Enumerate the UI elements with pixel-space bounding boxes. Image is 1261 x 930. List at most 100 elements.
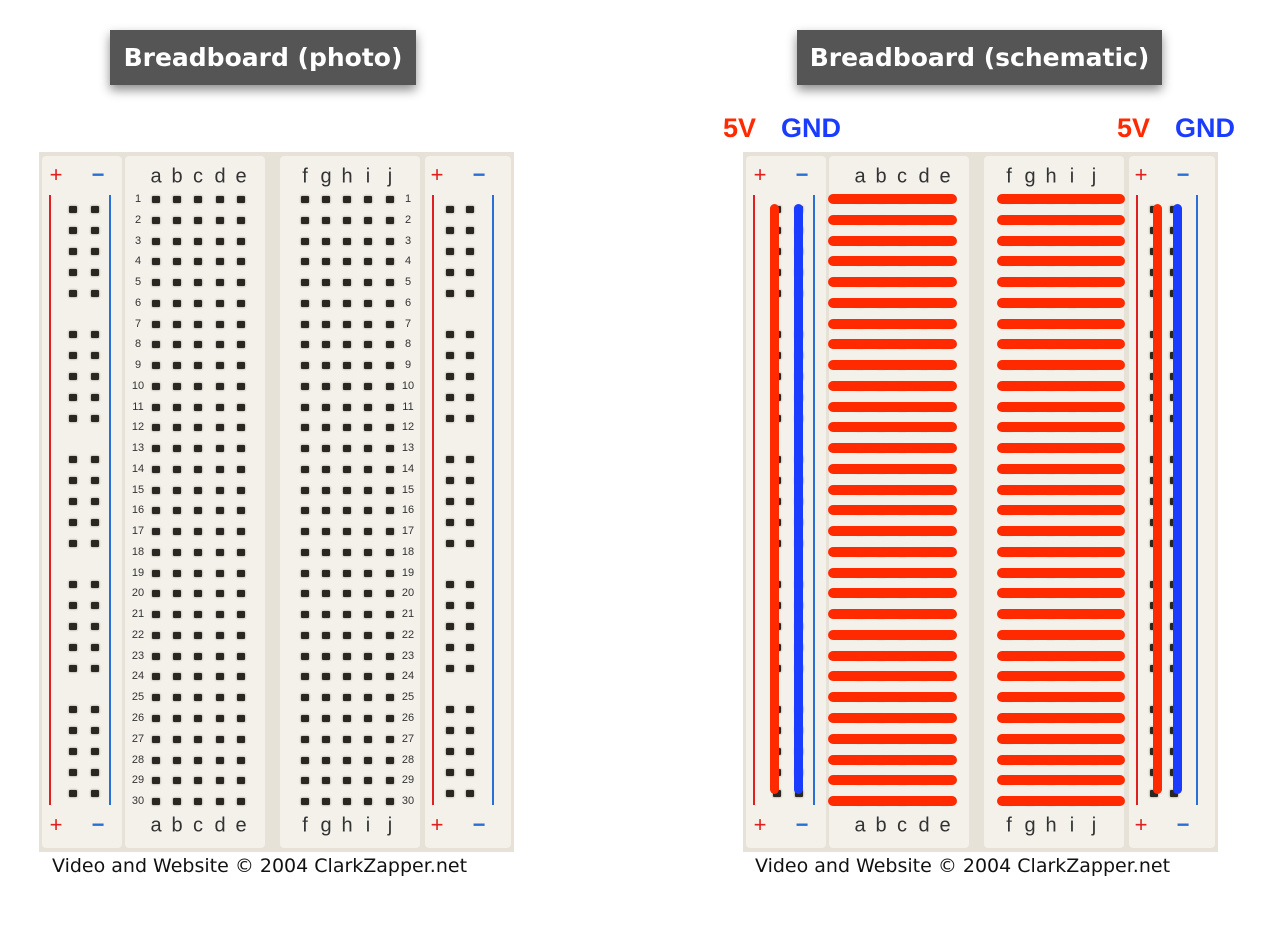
tie-point xyxy=(237,237,245,245)
tie-point xyxy=(386,777,394,785)
tie-point xyxy=(386,299,394,307)
column-label: h xyxy=(1045,165,1057,188)
tie-point xyxy=(173,569,181,577)
tie-point xyxy=(194,548,202,556)
rail-hole xyxy=(446,290,454,297)
tie-point xyxy=(322,735,330,743)
row-strip-left xyxy=(828,796,957,807)
row-strip-right xyxy=(997,235,1125,246)
tie-point xyxy=(173,715,181,722)
gnd-rail-strip xyxy=(1173,204,1182,794)
column-label: j xyxy=(387,814,393,837)
row-number: 28 xyxy=(401,753,415,766)
tie-point xyxy=(216,652,224,660)
tie-point xyxy=(216,486,224,494)
tie-point xyxy=(237,777,245,785)
tie-point xyxy=(152,320,160,328)
tie-point xyxy=(301,486,309,494)
row-strip-left xyxy=(828,671,957,682)
row-strip-right xyxy=(997,443,1125,454)
tie-point xyxy=(194,465,202,473)
row-strip-left xyxy=(828,422,957,433)
row-number: 4 xyxy=(134,255,142,268)
tie-point xyxy=(216,362,224,370)
row-strip-right xyxy=(997,754,1125,765)
rail-hole xyxy=(69,394,77,401)
tie-point xyxy=(173,465,181,473)
tie-point xyxy=(173,798,181,806)
rail-hole xyxy=(91,790,99,797)
rail-hole xyxy=(446,477,454,484)
tie-point xyxy=(322,445,330,453)
column-label: g xyxy=(320,814,332,837)
column-label: a xyxy=(150,814,162,837)
column-label: e xyxy=(235,814,247,837)
rail-hole xyxy=(446,706,454,713)
rail-hole xyxy=(466,477,474,484)
rail-hole xyxy=(69,769,77,776)
tie-point xyxy=(194,756,202,764)
tie-point xyxy=(343,382,351,390)
row-number: 12 xyxy=(131,421,145,434)
minus-sign: − xyxy=(472,812,486,837)
tie-point xyxy=(152,403,160,411)
tie-point xyxy=(322,382,330,390)
tie-point xyxy=(152,465,160,473)
row-number: 9 xyxy=(134,359,142,372)
tie-point xyxy=(322,216,330,224)
tie-point xyxy=(364,777,372,785)
tie-point xyxy=(301,673,309,681)
column-label: e xyxy=(939,814,951,837)
tie-point xyxy=(173,652,181,660)
tie-point xyxy=(301,279,309,287)
tie-point xyxy=(237,486,245,494)
column-label: e xyxy=(235,165,247,188)
row-number: 27 xyxy=(401,732,415,745)
rail-hole xyxy=(91,540,99,547)
column-label: b xyxy=(171,814,183,837)
rail-hole xyxy=(446,748,454,755)
column-label: j xyxy=(387,165,393,188)
tie-point xyxy=(386,590,394,598)
tie-point xyxy=(152,735,160,743)
tie-point xyxy=(364,237,372,245)
tie-point xyxy=(194,424,202,432)
row-strip-left xyxy=(828,463,957,474)
rail-hole xyxy=(69,644,77,651)
tie-point xyxy=(322,279,330,287)
tie-point xyxy=(152,798,160,806)
rail-hole xyxy=(91,331,99,338)
rail-hole xyxy=(91,727,99,734)
tie-point xyxy=(216,590,224,598)
rail-hole xyxy=(69,331,77,338)
tie-point xyxy=(216,528,224,536)
row-strip-left xyxy=(828,775,957,786)
tie-point xyxy=(194,798,202,806)
tie-point xyxy=(386,798,394,806)
minus-sign: − xyxy=(472,162,486,187)
tie-point xyxy=(301,362,309,370)
row-number: 10 xyxy=(401,379,415,392)
row-number: 13 xyxy=(131,442,145,455)
tie-point xyxy=(364,798,372,806)
row-number: 9 xyxy=(404,359,412,372)
rail-hole xyxy=(69,290,77,297)
tie-point xyxy=(194,631,202,639)
column-label: c xyxy=(193,814,203,837)
row-strip-left xyxy=(828,318,957,329)
rail-line xyxy=(49,195,51,805)
column-label: g xyxy=(1024,165,1036,188)
tie-point xyxy=(194,715,202,722)
tie-point xyxy=(194,382,202,390)
row-strip-left xyxy=(828,360,957,371)
column-label: d xyxy=(214,814,226,837)
tie-point xyxy=(364,403,372,411)
minus-sign: − xyxy=(795,812,809,837)
tie-point xyxy=(173,424,181,432)
row-number: 24 xyxy=(401,670,415,683)
row-number: 2 xyxy=(134,213,142,226)
row-number: 11 xyxy=(132,400,144,413)
tie-point xyxy=(194,403,202,411)
tie-point xyxy=(194,777,202,785)
row-number: 26 xyxy=(401,712,415,724)
